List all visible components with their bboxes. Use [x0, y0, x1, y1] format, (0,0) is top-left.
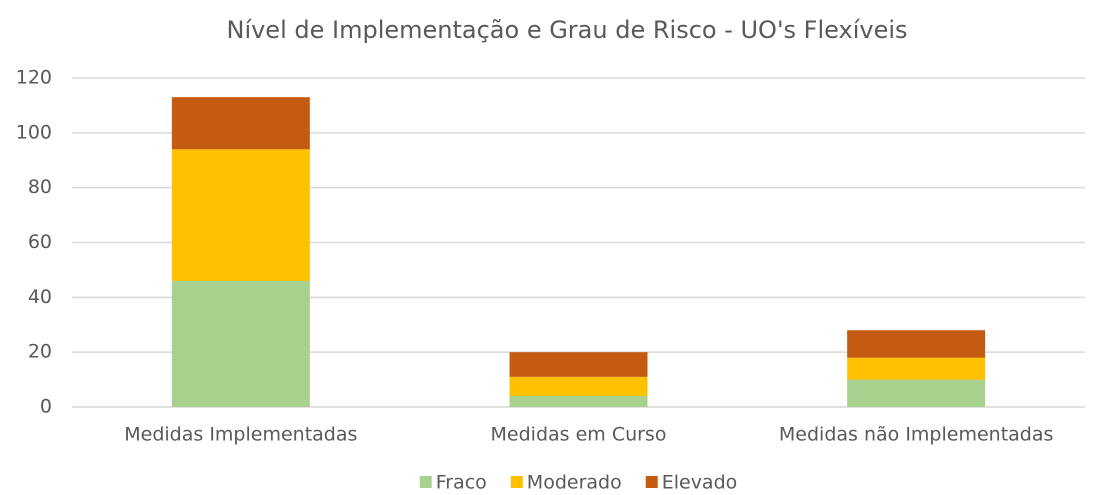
bar-segment [847, 379, 986, 407]
legend-label: Moderado [527, 472, 622, 492]
bar-segment [171, 280, 310, 407]
bar-segment [171, 149, 310, 281]
y-tick-label: 20 [28, 341, 52, 363]
bar-segment [509, 352, 648, 377]
y-tick-label: 120 [16, 67, 52, 89]
x-tick-label: Medidas Implementadas [124, 424, 357, 446]
x-tick-label: Medidas em Curso [491, 424, 667, 446]
chart-title: Nível de Implementação e Grau de Risco -… [226, 16, 907, 44]
y-tick-label: 100 [16, 121, 52, 143]
legend-swatch [419, 476, 432, 488]
bar-segment [509, 376, 648, 397]
bar-segment [847, 357, 986, 380]
y-tick-label: 40 [28, 286, 52, 308]
legend-swatch [645, 476, 658, 488]
legend-swatch [510, 476, 523, 488]
y-tick-label: 0 [40, 396, 52, 418]
bar-segment [509, 396, 648, 407]
y-tick-label: 80 [28, 176, 52, 198]
legend-label: Fraco [436, 472, 487, 492]
bar-segment [847, 330, 986, 358]
legend-label: Elevado [662, 472, 738, 492]
y-tick-label: 60 [28, 231, 52, 253]
bar-segment [171, 97, 310, 150]
x-tick-label: Medidas não Implementadas [779, 424, 1054, 446]
